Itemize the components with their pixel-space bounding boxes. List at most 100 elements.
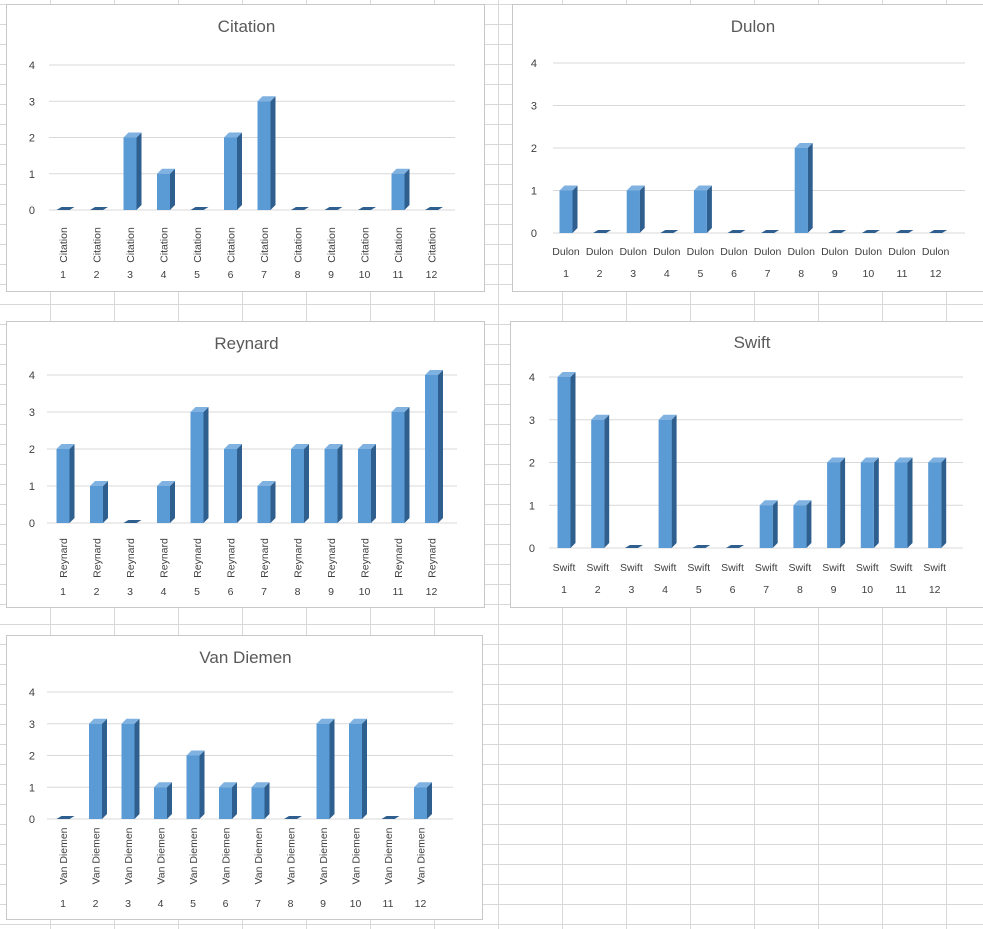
bar-side [807, 143, 813, 233]
bar [358, 207, 376, 210]
bar-top [157, 481, 175, 486]
bar-top [90, 481, 108, 486]
bar-side [404, 168, 410, 210]
bar-top [794, 143, 813, 148]
bar-side [371, 444, 376, 523]
bar [727, 230, 746, 233]
chart-dulon[interactable]: Dulon 0 1 2 3 4 Dulon 1 Dulon 2 Dulon 3 Dulon 4 Dulon 5… [512, 4, 983, 292]
y-tick-label: 0 [529, 543, 535, 555]
x-index-label: 4 [161, 269, 167, 281]
x-category-label: Van Diemen [416, 827, 428, 884]
y-tick-label: 1 [29, 782, 35, 794]
x-category-label: Reynard [326, 538, 338, 578]
x-index-label: 8 [288, 898, 294, 910]
x-category-label: Reynard [427, 538, 439, 578]
bar-side [362, 718, 367, 819]
x-index-label: 12 [426, 586, 438, 598]
x-category-label: Citation [159, 227, 171, 263]
x-index-label: 6 [730, 584, 736, 596]
x-index-label: 9 [320, 898, 326, 910]
bar-side [337, 444, 343, 523]
bar-top [894, 457, 913, 463]
x-index-label: 11 [393, 586, 404, 598]
bar [56, 207, 75, 210]
bar [929, 230, 948, 233]
bar-top [391, 168, 410, 174]
bar [391, 173, 405, 210]
x-index-label: 12 [415, 898, 427, 910]
bar [324, 207, 343, 210]
bar [123, 520, 142, 523]
bar [190, 207, 209, 210]
x-category-label: Citation [58, 227, 70, 263]
bar-side [671, 414, 677, 548]
x-category-label: Dulon [586, 246, 614, 258]
bar-top [414, 782, 432, 788]
x-category-label: Reynard [393, 538, 405, 578]
x-index-label: 8 [295, 269, 301, 281]
x-index-label: 8 [798, 268, 804, 280]
x-index-label: 4 [664, 268, 670, 280]
bar [224, 137, 237, 210]
y-tick-label: 0 [531, 228, 537, 240]
bar [894, 462, 908, 548]
bar [251, 787, 265, 819]
bar [425, 207, 443, 210]
bar-side [570, 372, 576, 548]
y-tick-label: 1 [531, 186, 537, 198]
chart-swift[interactable]: Swift 0 1 2 3 4 Swift 1 Swift 2 Swift 3 Swift 4 Swift 5… [510, 321, 983, 608]
x-index-label: 9 [832, 268, 838, 280]
bar [381, 816, 400, 819]
x-index-label: 2 [94, 586, 100, 598]
bar [257, 486, 271, 523]
bar-side [270, 96, 276, 210]
bar [928, 462, 942, 548]
bar-top [658, 414, 677, 420]
x-category-label: Van Diemen [286, 827, 298, 884]
bar [291, 207, 309, 210]
bar-side [102, 718, 107, 819]
bar-top [186, 750, 205, 756]
x-index-label: 1 [60, 898, 66, 910]
y-tick-label: 3 [531, 101, 537, 113]
bar [759, 505, 773, 548]
bar-top [928, 457, 947, 463]
x-index-label: 6 [228, 269, 234, 281]
bar [391, 412, 405, 523]
bar-top [251, 782, 270, 788]
x-category-label: Citation [393, 227, 405, 263]
bar [692, 545, 711, 548]
bar-top [693, 185, 712, 191]
y-tick-label: 3 [29, 719, 35, 731]
chart-citation[interactable]: Citation 0 1 2 3 4 Citation 1 Citation 2 Citation 3… [6, 4, 485, 292]
bar-top [190, 407, 209, 412]
x-category-label: Dulon [922, 246, 950, 258]
x-index-label: 8 [797, 584, 803, 596]
x-index-label: 4 [161, 586, 167, 598]
x-category-label: Dulon [619, 246, 647, 258]
y-tick-label: 4 [29, 370, 35, 382]
bar-top [157, 168, 175, 174]
bar [895, 230, 914, 233]
x-index-label: 7 [255, 898, 261, 910]
bar-top [559, 185, 578, 191]
bar [186, 755, 200, 819]
bar-side [237, 132, 242, 210]
chart-reynard[interactable]: Reynard 0 1 2 3 4 Reynard 1 Reynard 2 Reynard 3 Reyn… [6, 321, 485, 608]
x-category-label: Citation [326, 227, 338, 263]
x-category-label: Citation [427, 227, 439, 263]
x-category-label: Dulon [687, 246, 715, 258]
bar-side [806, 500, 812, 548]
bar [794, 148, 808, 233]
bar-side [873, 457, 879, 548]
x-category-label: Citation [259, 227, 271, 263]
x-index-label: 5 [696, 584, 702, 596]
x-category-label: Swift [890, 562, 913, 574]
bar [121, 723, 135, 819]
chart-van-diemen[interactable]: Van Diemen 0 1 2 3 4 Van Diemen 1 Van Diemen 2 Van… [6, 635, 483, 920]
x-category-label: Van Diemen [58, 827, 70, 884]
y-tick-label: 2 [531, 143, 537, 155]
bar-side [639, 185, 645, 233]
y-tick-label: 4 [531, 58, 537, 70]
x-category-label: Reynard [293, 538, 305, 578]
